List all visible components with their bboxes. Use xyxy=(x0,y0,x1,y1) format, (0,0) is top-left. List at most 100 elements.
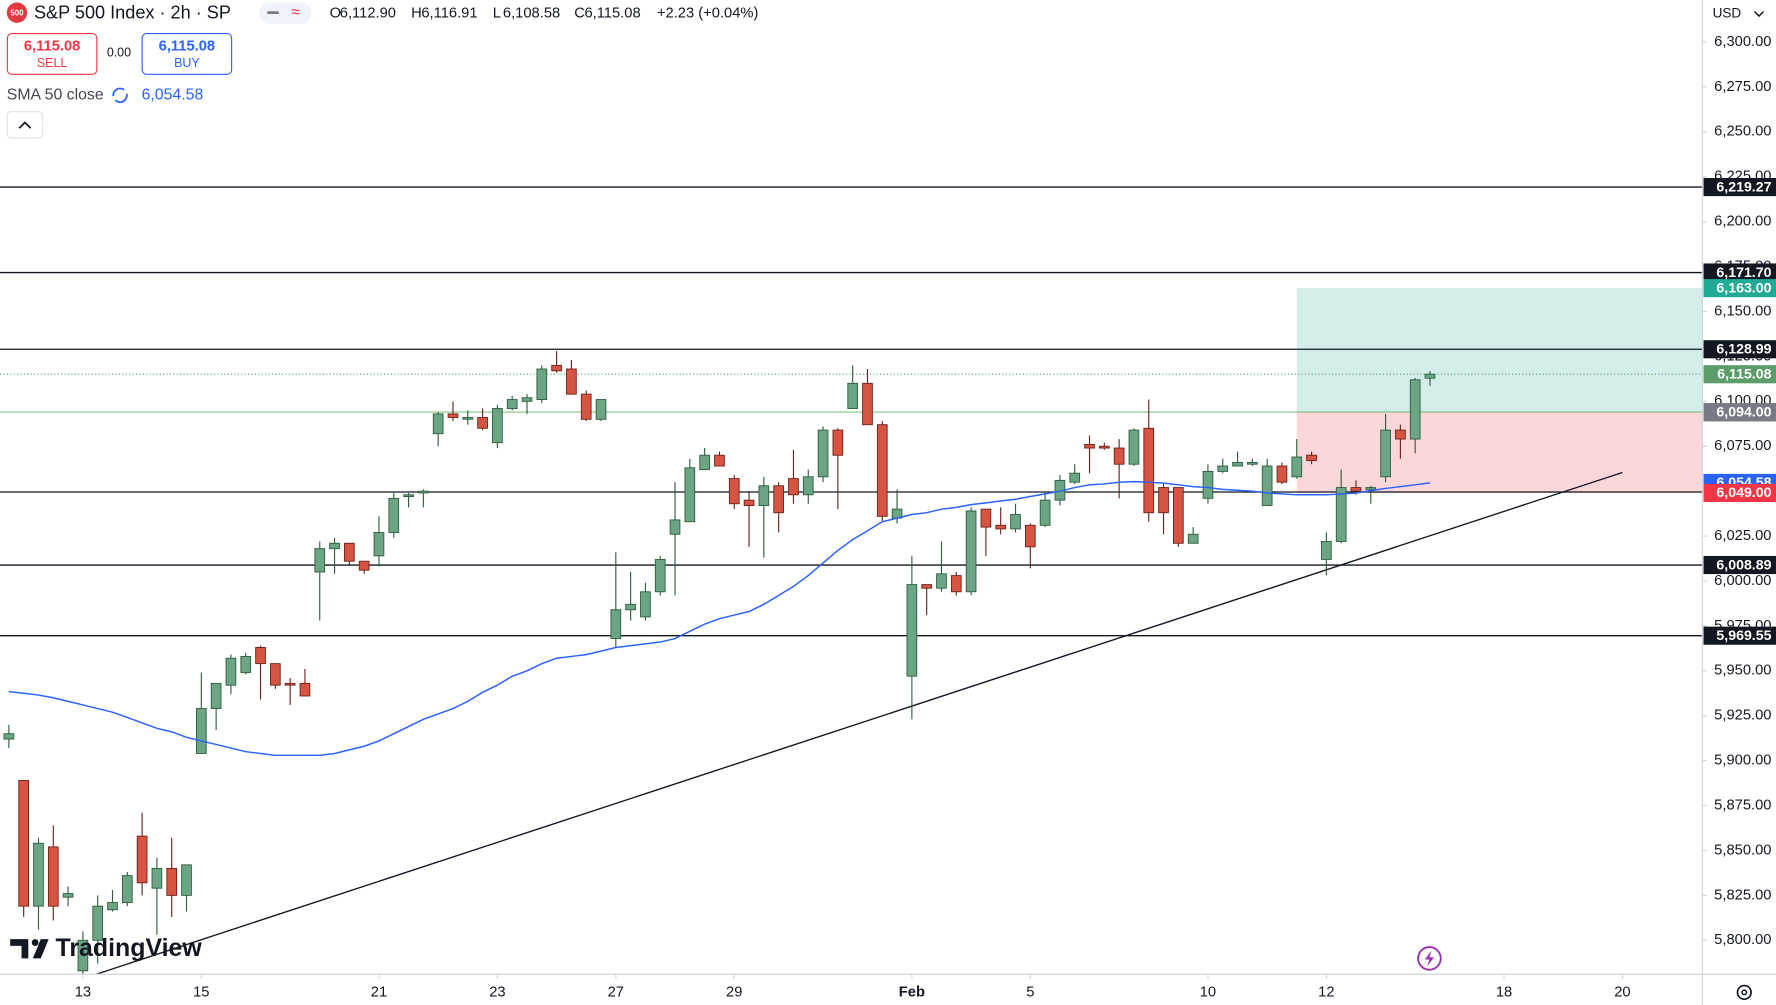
candle-body xyxy=(862,382,873,426)
status-pill[interactable] xyxy=(259,2,312,24)
collapse-button[interactable] xyxy=(6,111,44,139)
candle-body xyxy=(447,413,459,418)
candle-body xyxy=(136,835,148,884)
candle-body xyxy=(640,591,651,618)
candle-body xyxy=(965,510,977,593)
candle-body xyxy=(314,548,326,573)
candle-body xyxy=(847,382,859,409)
ohlc-key: C xyxy=(574,6,585,22)
refresh-icon[interactable] xyxy=(112,87,128,104)
candle-body xyxy=(284,682,296,686)
x-tick-label: 5 xyxy=(1026,984,1034,1000)
price-badges: 6,219.276,171.706,128.996,049.536,008.89… xyxy=(1703,178,1776,645)
candle-body xyxy=(506,399,518,409)
logo-mark xyxy=(10,939,29,959)
buy-price: 6,115.08 xyxy=(159,38,215,54)
header: 500 S&P 500 Index · 2h · SP ≈ O6,112.90 H… xyxy=(6,0,1776,139)
alert-icon[interactable] xyxy=(1417,946,1442,971)
y-tick-label: 6,025.00 xyxy=(1714,528,1771,544)
candle-body xyxy=(1217,465,1229,472)
symbol-icon xyxy=(6,2,28,23)
candle-body xyxy=(684,467,696,523)
candle-body xyxy=(299,682,311,697)
candle-body xyxy=(418,490,429,494)
ohlc-value: 6,112.90 xyxy=(340,6,396,22)
candle-body xyxy=(62,893,74,898)
y-tick-label: 5,900.00 xyxy=(1714,753,1771,769)
price-badge xyxy=(1703,263,1776,282)
symbol-badge: 500 xyxy=(10,8,24,17)
candle-body xyxy=(758,485,770,506)
candle-body xyxy=(1291,456,1303,478)
price-badge xyxy=(1703,279,1776,298)
currency[interactable]: USD xyxy=(1713,5,1742,20)
candle-body xyxy=(1380,429,1391,478)
candle-body xyxy=(802,476,814,496)
candle-body xyxy=(107,902,118,911)
price-badge xyxy=(1703,403,1776,422)
price-badge xyxy=(1703,626,1776,645)
candle-body xyxy=(1039,499,1051,526)
candle-body xyxy=(743,499,755,506)
ohlc-key: L xyxy=(493,6,501,22)
candle-body xyxy=(1395,429,1406,440)
candle-body xyxy=(1069,472,1081,483)
ohlc-value: 6,116.91 xyxy=(421,6,477,22)
candle-body xyxy=(906,584,918,677)
x-tick-label: 20 xyxy=(1614,984,1630,1000)
x-tick-label: 10 xyxy=(1200,984,1216,1000)
candle-body xyxy=(240,655,252,674)
candle-body xyxy=(358,560,370,571)
price-badge xyxy=(1703,483,1776,503)
indicator-name[interactable]: SMA 50 close xyxy=(7,86,104,103)
candle-body xyxy=(1098,445,1110,449)
symbol-title[interactable]: S&P 500 Index · 2h · SP xyxy=(34,3,231,23)
candle-body xyxy=(1306,454,1317,462)
candle-body xyxy=(1321,541,1332,560)
indicator-value: 6,054.58 xyxy=(142,86,204,103)
candle-body xyxy=(462,417,474,420)
candle-body xyxy=(18,779,30,907)
candle-body xyxy=(1202,470,1214,499)
y-tick-label: 5,875.00 xyxy=(1714,797,1771,813)
logo-text: TradingView xyxy=(56,934,203,962)
trend-line xyxy=(96,471,1623,975)
candle-body xyxy=(1010,514,1021,530)
status-icon: ≈ xyxy=(291,4,300,21)
buy-label: BUY xyxy=(174,56,200,70)
x-tick-label: 29 xyxy=(726,984,742,1000)
candle-body xyxy=(432,413,444,435)
candle-body xyxy=(995,524,1007,530)
candle-body xyxy=(654,558,666,593)
candle-body xyxy=(47,846,59,907)
candle-body xyxy=(1409,379,1421,440)
currency-chevron xyxy=(1753,10,1765,18)
candle-body xyxy=(33,842,44,907)
candle-body xyxy=(1024,524,1036,548)
candle-body xyxy=(595,399,607,420)
candle-body xyxy=(551,364,562,372)
y-tick-label: 6,200.00 xyxy=(1714,214,1771,230)
y-tick-label: 6,150.00 xyxy=(1714,303,1771,319)
buy-button[interactable] xyxy=(141,33,233,75)
candle-body xyxy=(566,368,577,395)
y-tick-label: 5,850.00 xyxy=(1714,842,1771,858)
sell-button[interactable] xyxy=(6,33,98,75)
target-zone xyxy=(1296,288,1703,413)
y-tick-label: 6,075.00 xyxy=(1714,438,1771,454)
price-badge-label: 6,115.08 xyxy=(1717,366,1771,382)
candle-body xyxy=(773,485,784,514)
candle-body xyxy=(195,708,207,754)
candle-body xyxy=(225,657,237,686)
candle-body xyxy=(832,429,844,456)
candle-body xyxy=(728,478,740,505)
candle-body xyxy=(1365,487,1377,490)
settings-icon[interactable] xyxy=(1736,984,1752,1001)
sell-label: SELL xyxy=(37,56,68,70)
candle-body xyxy=(1261,465,1273,506)
currency-box[interactable] xyxy=(1703,0,1776,28)
candle-body xyxy=(876,424,888,517)
stop-zone xyxy=(1296,412,1703,493)
